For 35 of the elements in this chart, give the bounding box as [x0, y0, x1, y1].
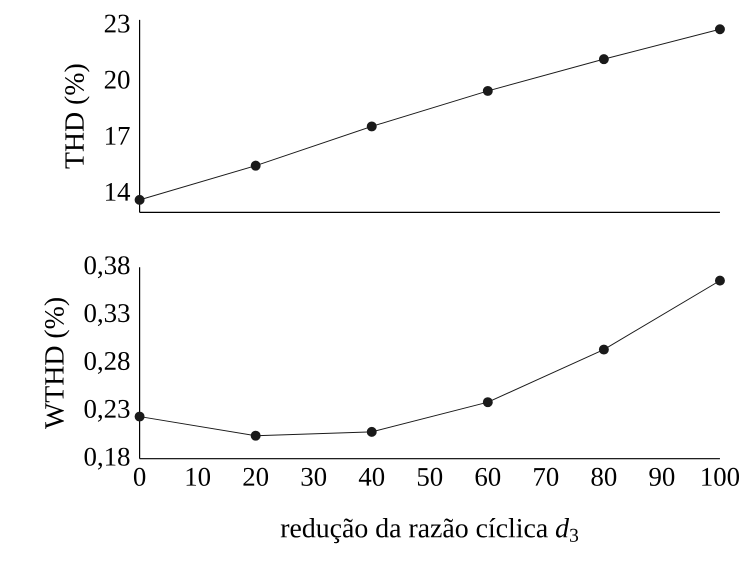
x-tick-label: 10 [186, 468, 210, 486]
y-axis-title: WTHD (%) [44, 298, 70, 429]
y-tick-label: 0,18 [84, 448, 130, 470]
point [714, 24, 725, 34]
point [714, 275, 725, 286]
y-tick-label: 0,28 [84, 352, 130, 374]
y-tick-label: 0,23 [84, 400, 130, 422]
y-axis-title: THD (%) [64, 64, 90, 168]
point [598, 54, 609, 64]
point [366, 426, 377, 437]
x-tick-label: 90 [649, 468, 674, 486]
x-tick-label: 80 [591, 468, 616, 486]
x-tick-label: 20 [243, 468, 268, 486]
x-tick-label: 0 [134, 468, 146, 486]
y-tick-label: 0,38 [84, 256, 130, 278]
x-tick-label: 40 [358, 468, 384, 486]
x-tick-label: 70 [534, 468, 558, 486]
x-tick-label: 100 [702, 468, 740, 486]
point [598, 344, 609, 354]
point [134, 411, 145, 422]
y-tick-label: 14 [106, 182, 130, 200]
x-tick-label: 50 [418, 468, 442, 486]
y-tick-label: 20 [104, 70, 130, 89]
x-tick-label: 30 [302, 468, 326, 486]
y-tick-label: 0,33 [84, 304, 130, 326]
point [366, 121, 377, 132]
point [250, 430, 261, 440]
point [482, 397, 493, 407]
y-tick-label: 23 [104, 14, 130, 32]
point [250, 160, 261, 170]
y-tick-label: 17 [106, 126, 130, 144]
point [482, 86, 493, 96]
point [134, 194, 145, 205]
x-tick-label: 60 [476, 468, 500, 486]
x-axis-title: redução da razão cíclica d$_{3}$ [280, 518, 578, 544]
